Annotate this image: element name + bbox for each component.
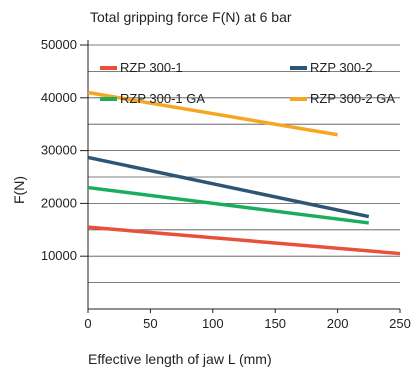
x-axis-label: Effective length of jaw L (mm) [88, 351, 272, 367]
y-tick-label: 10000 [41, 248, 77, 263]
y-tick-label: 30000 [41, 143, 77, 158]
y-tick-label: 50000 [41, 37, 77, 52]
tick-layer: 10000 20000 30000 40000 50000 0 50 100 150 200 250 [41, 37, 411, 331]
series-line-2 [87, 155, 370, 219]
series-line-3 [87, 185, 370, 225]
x-tick-label: 250 [389, 316, 411, 331]
series-line-4 [87, 90, 338, 137]
series-layer [87, 90, 401, 256]
x-tick-label: 50 [143, 316, 157, 331]
legend-label-1: RZP 300-1 [120, 60, 183, 75]
axis-layer [87, 40, 400, 310]
y-tick-label: 20000 [41, 195, 77, 210]
legend-label-2: RZP 300-2 [310, 60, 373, 75]
x-tick-label: 100 [202, 316, 224, 331]
grid-layer [88, 44, 400, 284]
y-axis-label: F(N) [11, 176, 27, 204]
legend-label-4: RZP 300-2 GA [310, 91, 395, 106]
legend-label-3: RZP 300-1 GA [120, 91, 205, 106]
series-line-1 [87, 225, 401, 256]
chart-title: Total gripping force F(N) at 6 bar [90, 9, 292, 25]
legend: RZP 300-1 RZP 300-2 RZP 300-1 GA RZP 300-2 … [100, 60, 395, 106]
x-tick-label: 0 [84, 316, 91, 331]
x-tick-label: 200 [327, 316, 349, 331]
x-tick-label: 150 [264, 316, 286, 331]
y-tick-label: 40000 [41, 90, 77, 105]
